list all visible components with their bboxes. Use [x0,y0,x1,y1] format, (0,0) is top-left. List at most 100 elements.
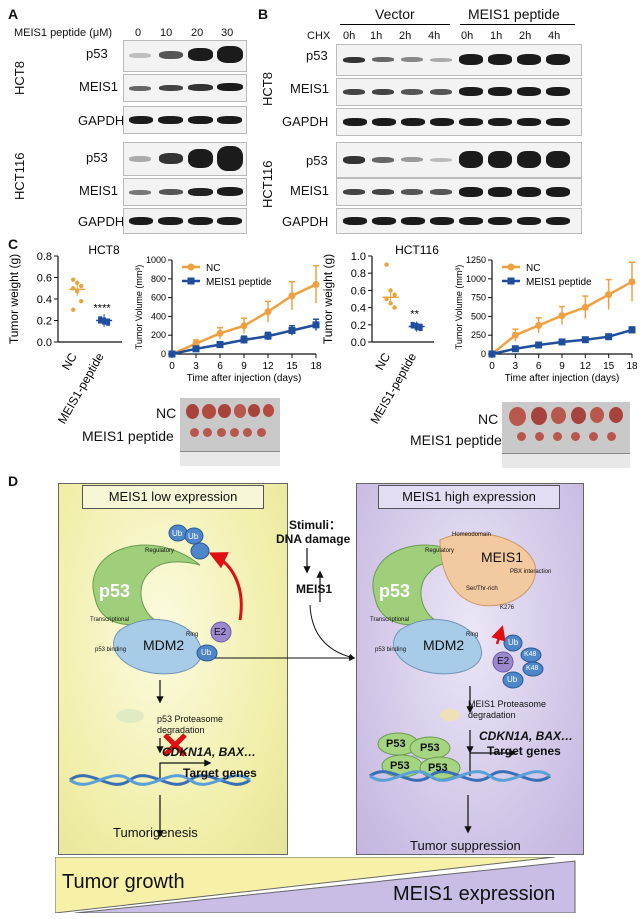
b-p53-1: p53 [306,48,328,63]
data-point-meis1 [418,323,423,328]
data-point-nc [511,331,519,339]
b-gapdh-1: GAPDH [282,114,329,129]
legend-marker [187,277,195,285]
ruler [180,451,280,466]
hct116-label-a: HCT116 [12,152,27,200]
red-ubiquitination-arrow [208,552,243,621]
mdm2-label-left: MDM2 [143,637,185,653]
t-0h-v: 0h [343,30,356,42]
data-point-meis1 [581,336,589,344]
blot-a-hct116-meis1 [123,178,247,206]
tumor-photo-hct116 [502,402,630,468]
p53-label-right: p53 [379,581,411,601]
y-tick-label: 800 [151,274,166,284]
b-meis1-1: MEIS1 [290,81,330,96]
regulatory-right: Regulatory [425,548,455,554]
y-tick-label: 0.8 [351,268,366,280]
y-tick-label: 0.4 [37,294,52,306]
e2-right [492,651,514,673]
p53-binding-left: p53 binding [95,647,127,653]
data-point-meis1 [312,321,320,329]
photo-nc-hct116: NC [478,411,499,427]
y-tick-label: 400 [151,311,166,321]
target-genes-right: Target genes [487,744,561,758]
pbx-label: PBX interaction [510,569,552,575]
scatter-hct116: 0.0 0.2 0.4 0.6 0.8 1.0 Tumor weight (g) HCT116… [321,243,439,426]
line-hct8: 0 200 400 600 800 1000 0 3 6 9 12 15 18 Time after in… [134,255,322,384]
dose-30: 30 [221,27,234,39]
data-point-nc [392,292,397,297]
data-point-meis1 [558,338,566,346]
data-point-nc [388,301,393,306]
t-4h-v: 4h [428,30,441,42]
data-point-meis1 [264,332,272,340]
blot-b-hct116-meis1 [336,178,582,206]
photo-meis-hct116: MEIS1 peptide [410,432,502,448]
y-tick-label: 750 [471,293,486,303]
b-meis1-2: MEIS1 [290,183,330,198]
data-point-meis1 [240,336,248,344]
y-tick-label: 200 [151,330,166,340]
blot-b-hct8-gapdh [336,108,582,136]
e2-left [210,621,232,643]
blot-b-hct116-gapdh [336,208,582,234]
x-category-label: NC [372,350,393,372]
tumor-growth-label: Tumor growth [62,871,185,893]
ub-right-bottom [502,671,524,689]
data-point-meis1 [98,316,103,321]
y-tick-label: 600 [151,293,166,303]
blot-a-hct8-meis1 [123,74,247,102]
x-tick-label: 15 [286,361,298,372]
data-point-meis1 [192,345,200,353]
data-point-nc [605,291,613,299]
blot-a-hct116-gapdh [123,208,247,234]
t-1h-v: 1h [370,30,383,42]
data-point-nc [288,292,296,300]
a-meis1-1: MEIS1 [79,79,119,94]
data-point-nc [71,277,76,282]
y-tick-label: 1250 [466,255,486,265]
data-point-nc [535,321,543,329]
data-point-meis1 [216,341,224,349]
p53-tetramer-2: P53 [420,742,440,754]
x-tick-label: 12 [580,361,592,372]
legend-label: MEIS1 peptide [206,277,272,288]
x-axis-label: Time after injection (days) [187,373,302,384]
k48-label-1: K48 [524,651,537,658]
vector-underline [340,24,450,25]
dna-left-strand-b [69,774,251,786]
data-point-nc [79,283,84,289]
y-tick-label: 250 [471,330,486,340]
x-tick-label: 12 [262,361,274,372]
ring-left: Ring [186,632,199,638]
dose-20: 20 [191,27,204,39]
p53-tetramer-1: P53 [386,738,406,750]
x-block-icon [163,733,187,757]
data-point-nc [71,307,76,312]
proteasome-left [116,709,144,723]
mdm2-shape-left [113,618,203,675]
ruler [502,453,630,468]
b-gapdh-2: GAPDH [282,214,329,229]
ring-right: Ring [466,632,479,638]
ub-label-left-1: Ub [172,529,183,538]
data-point-meis1 [605,333,613,341]
legend-label: NC [206,263,220,274]
blot-b-hct116-p53 [336,142,582,178]
x-tick-label: 6 [217,361,223,372]
panel-c-charts: 0.0 0.2 0.4 0.6 0.8 Tumor weight (g) HCT8 NC MEI… [7,243,638,426]
meis1-shape-right [439,532,536,607]
ub-label-right-bottom: Ub [507,675,518,684]
y-tick-label: 0.6 [37,273,52,285]
a-p53-2: p53 [86,150,108,165]
ub-label-left: Ub [201,648,212,657]
genes-left: CDKN1A, BAX… [162,745,257,759]
significance-stars: ** [410,309,419,321]
y-tick-label: 0 [161,349,166,359]
homeodomain-label: Homeodomain [452,532,492,538]
meis1-center-label: MEIS1 [296,582,333,596]
hct8-label-b: HCT8 [260,72,275,106]
meis1-underline [460,24,575,25]
p53-tetramer-3: P53 [390,760,410,772]
p53-degradation-label: p53 Proteasome degradation [157,714,224,735]
